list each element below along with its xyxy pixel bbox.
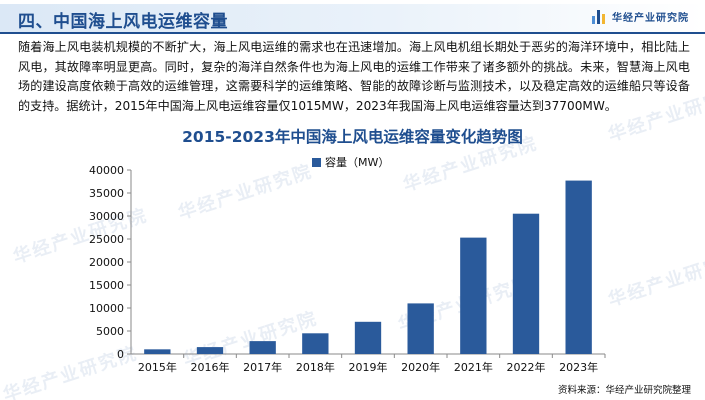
x-tick-label: 2019年 <box>349 360 388 374</box>
section-title: 四、中国海上风电运维容量 <box>18 12 228 32</box>
y-tick-label: 15000 <box>89 279 124 292</box>
section-header <box>0 4 705 34</box>
bar <box>354 321 382 354</box>
y-tick-label: 35000 <box>89 187 124 200</box>
y-tick-label: 30000 <box>89 210 124 223</box>
y-tick-label: 20000 <box>89 256 124 269</box>
y-tick-label: 10000 <box>89 302 124 315</box>
bar <box>196 347 224 354</box>
x-tick-label: 2022年 <box>507 360 546 374</box>
x-tick-label: 2015年 <box>138 360 177 374</box>
chart-legend: 容量（MW） <box>312 154 389 170</box>
x-tick-label: 2018年 <box>296 360 335 374</box>
y-tick-label: 40000 <box>89 164 124 177</box>
bar <box>512 213 540 354</box>
y-tick-label: 5000 <box>96 325 124 338</box>
bar <box>460 237 487 354</box>
brand-logo-icon <box>592 9 606 24</box>
source-note: 资料来源：华经产业研究院整理 <box>557 385 691 396</box>
bar <box>407 303 434 354</box>
bar <box>565 180 592 354</box>
y-tick-label: 25000 <box>89 233 124 246</box>
bar <box>302 333 329 354</box>
x-tick-label: 2017年 <box>243 360 282 374</box>
chart-title: 2015-2023年中国海上风电运维容量变化趋势图 <box>182 128 523 146</box>
x-tick-label: 2023年 <box>559 360 598 374</box>
brand-name: 华经产业研究院 <box>612 13 689 24</box>
bar <box>144 349 171 354</box>
legend-swatch <box>312 157 321 167</box>
y-tick-label: 0 <box>117 348 124 361</box>
x-tick-label: 2016年 <box>191 360 230 374</box>
legend-label: 容量（MW） <box>325 156 390 169</box>
intro-paragraph: 随着海上风电装机规模的不断扩大，海上风电运维的需求也在迅速增加。海上风电机组长期… <box>18 40 690 113</box>
bar <box>249 341 276 354</box>
x-tick-label: 2021年 <box>454 360 493 374</box>
brand: 华经产业研究院 <box>592 9 689 24</box>
x-tick-label: 2020年 <box>401 360 440 374</box>
